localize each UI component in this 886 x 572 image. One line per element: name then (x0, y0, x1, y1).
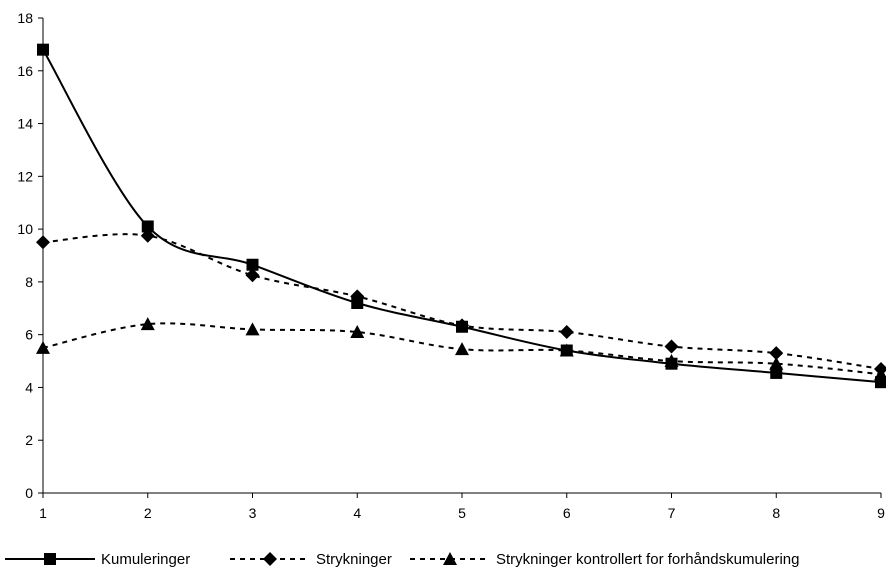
y-tick-label: 16 (17, 63, 33, 79)
square-marker (37, 43, 49, 56)
square-marker (665, 357, 678, 370)
legend-diamond-marker (263, 552, 277, 566)
series-0 (37, 43, 886, 389)
x-ticks: 1 2 3 4 5 6 7 8 9 (39, 493, 885, 521)
y-tick-label: 18 (17, 10, 33, 26)
legend-label: Strykninger kontrollert for forhåndskumu… (496, 551, 799, 568)
triangle-marker (245, 322, 260, 336)
square-marker (560, 344, 573, 357)
legend-square-marker (44, 553, 56, 565)
y-ticks: 0 2 4 6 8 10 12 14 16 18 (17, 10, 43, 501)
y-tick-label: 14 (17, 116, 33, 132)
triangle-marker (455, 342, 469, 356)
x-tick-label: 3 (249, 505, 257, 521)
legend: Kumuleringer Strykninger Strykninger kontr… (5, 551, 799, 568)
diamond-marker (245, 268, 260, 283)
triangle-marker (350, 325, 365, 339)
x-tick-label: 8 (772, 505, 780, 521)
legend-item: Strykninger kontrollert for forhåndskumu… (410, 551, 799, 568)
y-tick-label: 12 (17, 168, 33, 184)
x-tick-label: 5 (458, 505, 466, 521)
x-tick-label: 7 (668, 505, 676, 521)
square-marker (351, 297, 364, 309)
y-tick-label: 4 (25, 379, 33, 395)
x-tick-label: 1 (39, 505, 47, 521)
square-marker (246, 258, 259, 271)
y-tick-label: 10 (17, 221, 33, 237)
square-marker (875, 376, 886, 389)
y-tick-label: 2 (25, 432, 33, 448)
triangle-marker (769, 356, 784, 370)
y-tick-label: 0 (25, 485, 33, 501)
legend-label: Strykninger (316, 551, 392, 568)
y-tick-label: 8 (25, 274, 33, 290)
x-tick-label: 4 (353, 505, 361, 521)
x-tick-label: 6 (563, 505, 571, 521)
y-tick-label: 6 (25, 327, 33, 343)
square-marker (141, 220, 154, 233)
diamond-marker (36, 235, 50, 250)
diamond-marker (874, 361, 886, 376)
triangle-marker (36, 340, 50, 354)
x-tick-label: 9 (877, 505, 885, 521)
series-layer (36, 43, 886, 389)
legend-item: Kumuleringer (5, 551, 190, 568)
legend-triangle-marker (443, 552, 457, 565)
square-marker (770, 366, 783, 379)
axes (42, 18, 881, 494)
square-marker (456, 320, 468, 333)
x-tick-label: 2 (144, 505, 152, 521)
diamond-marker (664, 339, 679, 354)
diamond-marker (769, 346, 784, 361)
diamond-marker (559, 325, 574, 340)
legend-label: Kumuleringer (101, 551, 190, 568)
legend-item: Strykninger (230, 551, 392, 568)
triangle-marker (140, 317, 155, 331)
